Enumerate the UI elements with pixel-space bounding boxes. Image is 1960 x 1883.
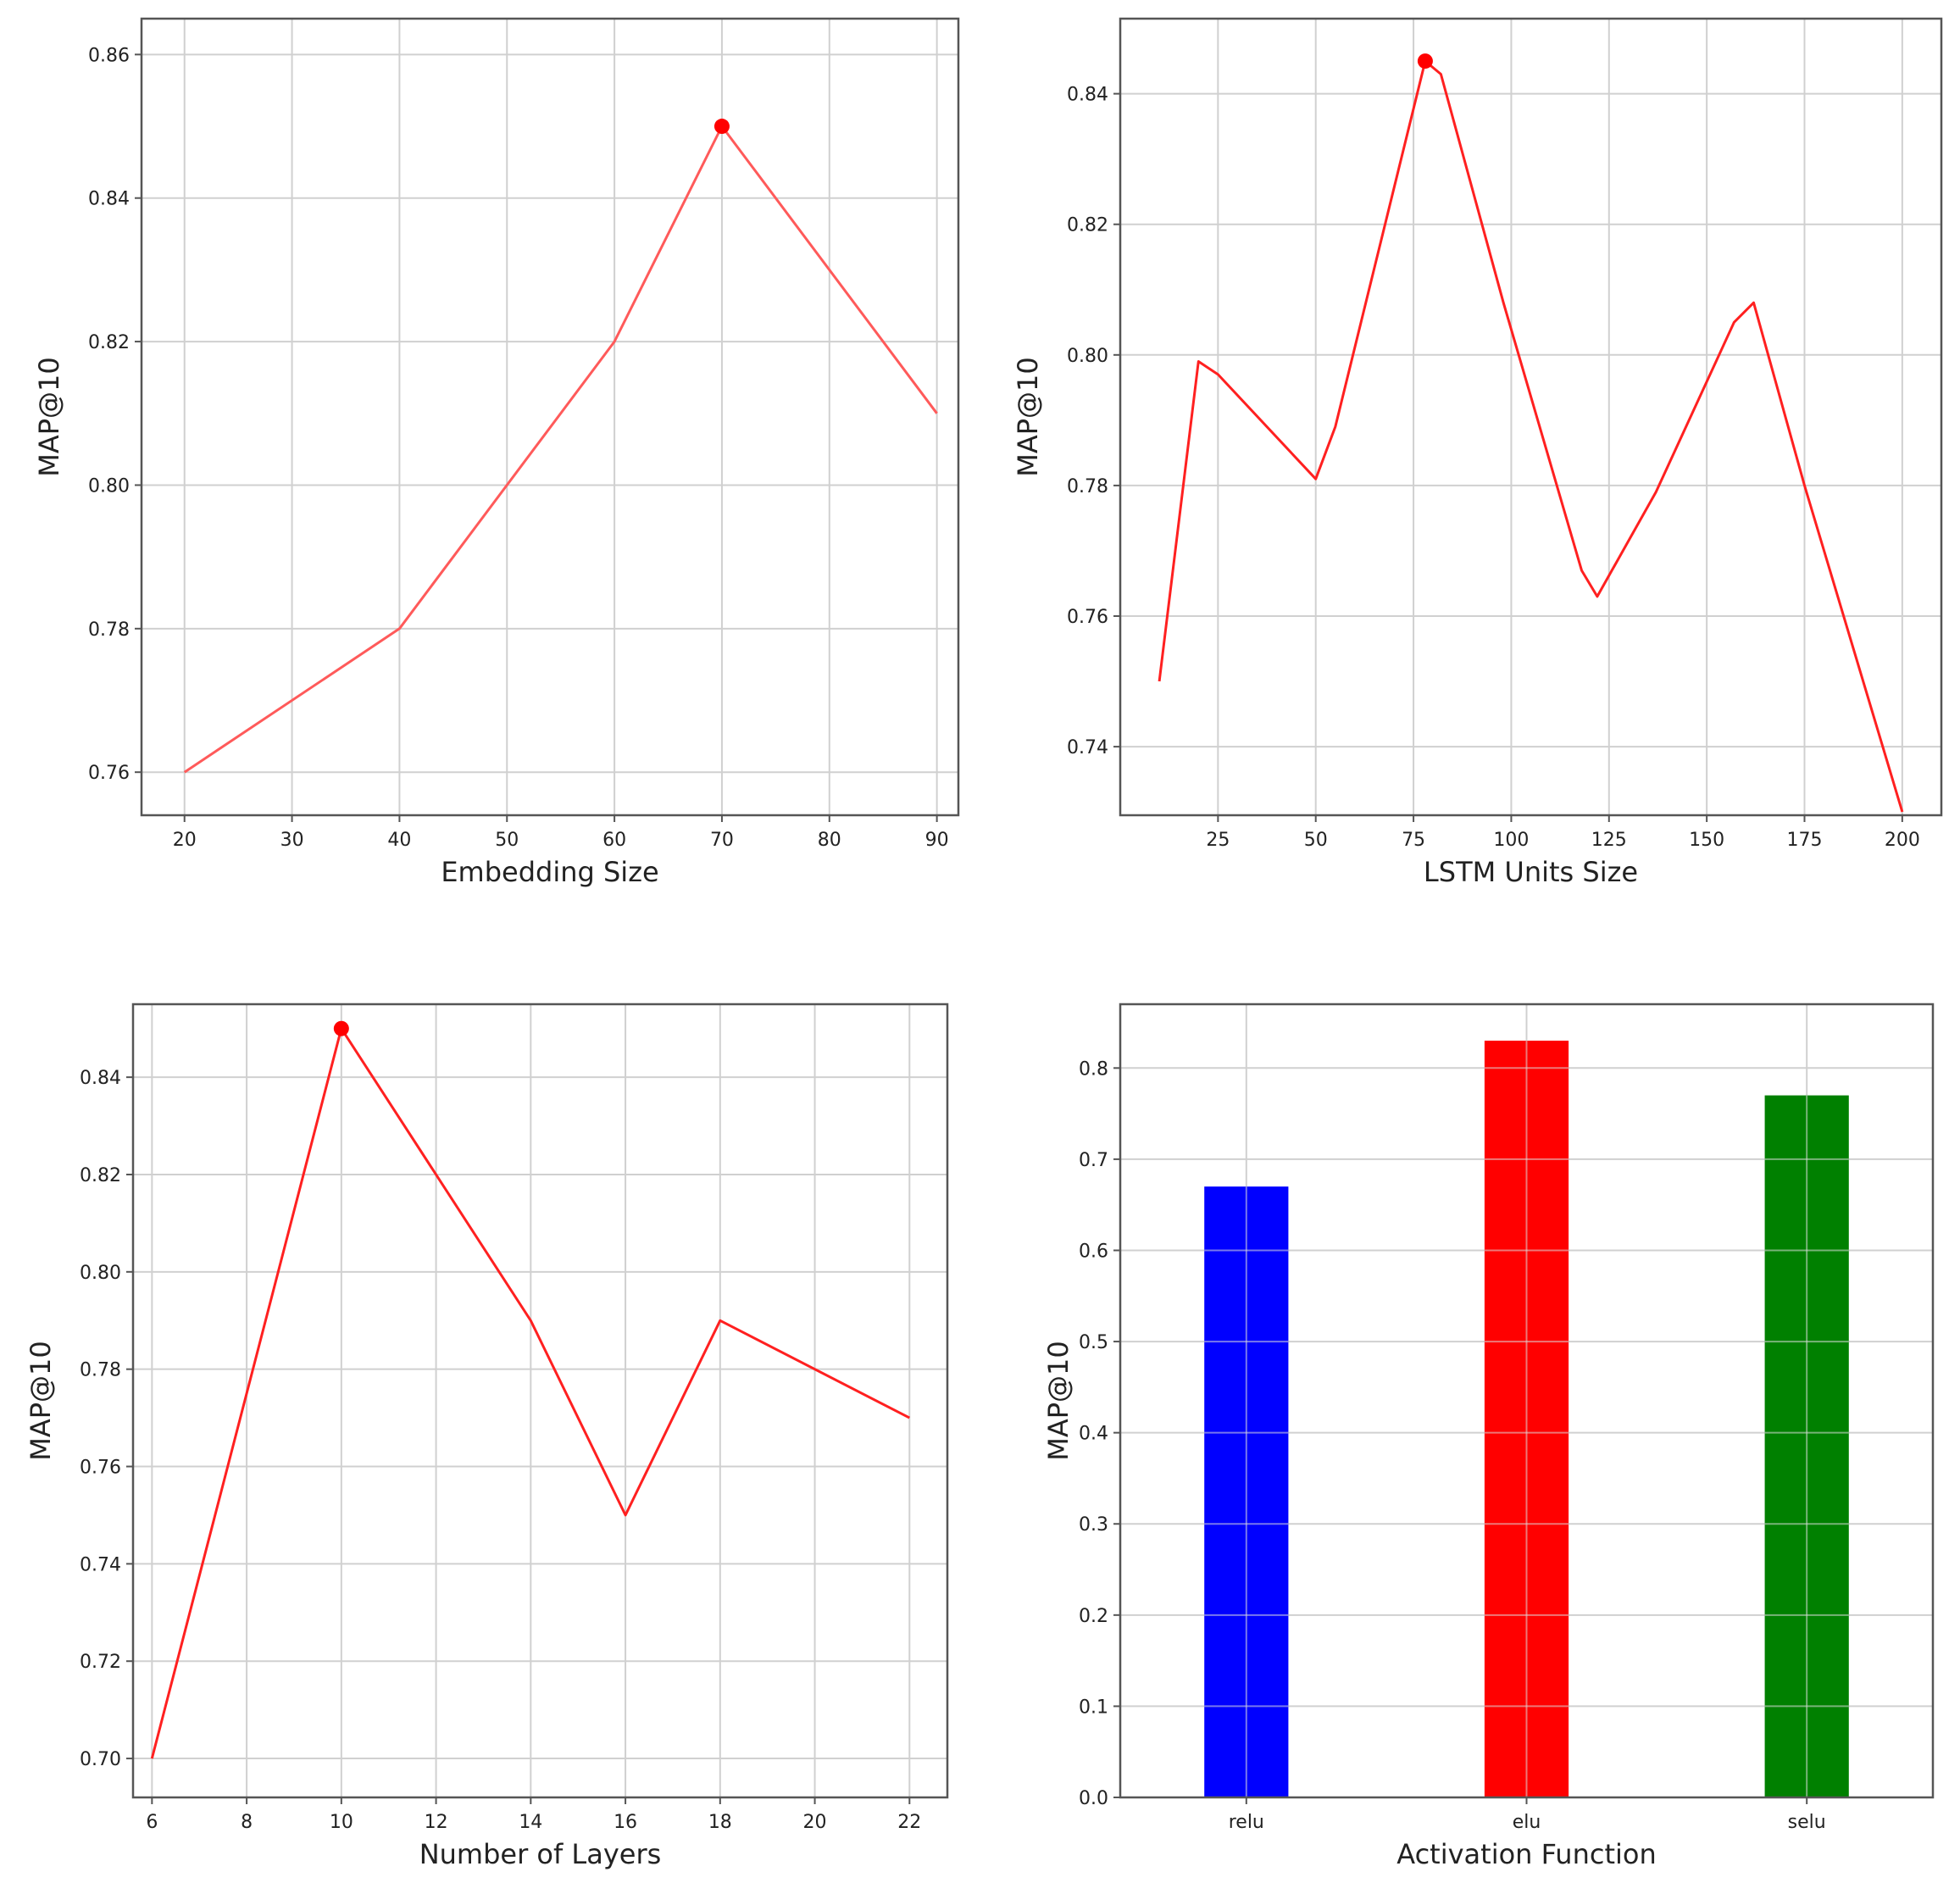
best-point-marker: [713, 119, 730, 135]
y-tick-label: 0.82: [80, 1165, 121, 1186]
y-tick-label: 0.76: [1067, 607, 1108, 628]
x-tick-label: 6: [146, 1812, 158, 1833]
y-tick-label: 0.80: [80, 1263, 121, 1284]
x-tick-label: 125: [1591, 830, 1627, 851]
y-tick-label: 0.6: [1079, 1241, 1108, 1262]
x-tick-label: 16: [614, 1812, 637, 1833]
best-point-marker: [333, 1020, 349, 1036]
chart-panel-2: 0.74 0.76 0.78 0.80 0.82 0.84 25 50 75 100 125 150 1…: [1012, 17, 1943, 888]
x-tick-label: relu: [1229, 1812, 1264, 1833]
y-tick-label: 0.70: [80, 1749, 121, 1770]
x-axis-label: Activation Function: [1396, 1838, 1656, 1870]
x-tick-label: 20: [173, 830, 197, 851]
x-tick-label: 10: [330, 1812, 353, 1833]
x-tick-label: 90: [925, 830, 949, 851]
chart-panel-1: 0.76 0.78 0.80 0.82 0.84 0.86 20 30 40 50 60 70 80 90…: [33, 17, 960, 888]
x-tick-label: elu: [1513, 1812, 1541, 1833]
chart-panel-4: 0.0 0.1 0.2 0.3 0.4 0.5 0.6 0.7 0.8 relu elu selu Ac…: [1042, 1003, 1935, 1870]
y-tick-label: 0.82: [88, 332, 130, 353]
x-tick-label: selu: [1788, 1812, 1826, 1833]
x-tick-label: 80: [818, 830, 841, 851]
y-tick-label: 0.84: [1067, 85, 1108, 106]
y-tick-label: 0.84: [88, 189, 130, 210]
y-tick-label: 0.3: [1079, 1514, 1108, 1536]
y-tick-label: 0.82: [1067, 215, 1108, 236]
series-line: [150, 1027, 910, 1759]
x-tick-label: 12: [425, 1812, 448, 1833]
x-tick-label: 50: [1304, 830, 1328, 851]
x-tick-label: 100: [1493, 830, 1529, 851]
y-tick-label: 0.78: [88, 619, 130, 641]
x-axis-label: Embedding Size: [441, 856, 658, 888]
x-tick-label: 75: [1402, 830, 1425, 851]
y-tick-label: 0.84: [80, 1068, 121, 1089]
x-tick-label: 14: [519, 1812, 542, 1833]
y-tick-label: 0.1: [1079, 1697, 1108, 1718]
x-tick-label: 20: [803, 1812, 827, 1833]
y-tick-label: 0.74: [80, 1554, 121, 1575]
y-tick-label: 0.78: [1067, 476, 1108, 497]
x-tick-label: 200: [1885, 830, 1920, 851]
y-axis-label: MAP@10: [25, 1341, 57, 1461]
y-tick-label: 0.0: [1079, 1788, 1108, 1809]
x-tick-label: 150: [1689, 830, 1724, 851]
y-tick-label: 0.4: [1079, 1424, 1108, 1445]
x-axis-label: LSTM Units Size: [1424, 856, 1638, 888]
x-tick-label: 22: [897, 1812, 921, 1833]
best-point-marker: [1417, 53, 1433, 69]
x-tick-label: 175: [1787, 830, 1823, 851]
series-line: [1158, 59, 1904, 813]
x-tick-label: 18: [708, 1812, 732, 1833]
y-tick-label: 0.8: [1079, 1058, 1108, 1080]
x-axis-label: Number of Layers: [419, 1838, 662, 1870]
plot-frame: [1119, 17, 1943, 817]
x-tick-label: 25: [1206, 830, 1230, 851]
y-tick-label: 0.74: [1067, 737, 1108, 758]
y-tick-label: 0.78: [80, 1360, 121, 1381]
series-line: [183, 125, 938, 774]
y-tick-label: 0.80: [1067, 346, 1108, 367]
y-tick-label: 0.72: [80, 1652, 121, 1673]
chart-panel-3: 0.70 0.72 0.74 0.76 0.78 0.80 0.82 0.84 6 8 10 12 14…: [25, 1003, 949, 1870]
y-tick-label: 0.80: [88, 475, 130, 497]
x-tick-label: 40: [387, 830, 411, 851]
plot-frame: [140, 17, 960, 817]
plot-frame: [131, 1003, 949, 1799]
y-axis-label: MAP@10: [1012, 357, 1044, 477]
y-tick-label: 0.76: [80, 1458, 121, 1479]
x-tick-label: 60: [602, 830, 626, 851]
y-tick-label: 0.7: [1079, 1150, 1108, 1171]
y-tick-label: 0.2: [1079, 1606, 1108, 1627]
y-tick-label: 0.86: [88, 45, 130, 66]
x-tick-label: 70: [710, 830, 734, 851]
y-axis-label: MAP@10: [33, 357, 65, 477]
x-tick-label: 30: [280, 830, 304, 851]
y-tick-label: 0.76: [88, 763, 130, 784]
y-tick-label: 0.5: [1079, 1332, 1108, 1353]
x-tick-label: 50: [495, 830, 519, 851]
y-axis-label: MAP@10: [1042, 1341, 1074, 1461]
x-tick-label: 8: [241, 1812, 253, 1833]
